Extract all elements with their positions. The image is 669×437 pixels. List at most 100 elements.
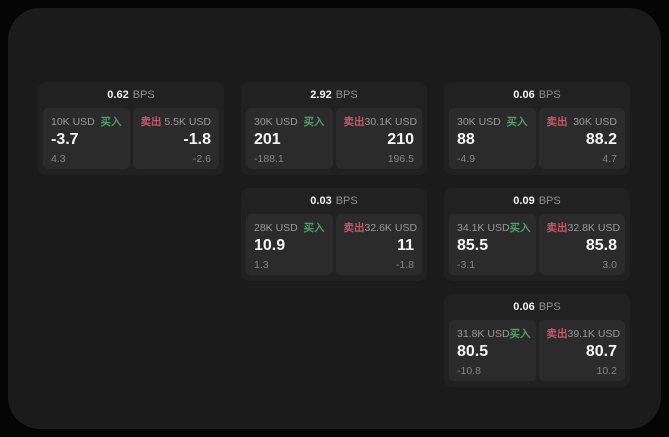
- sell-delta: -2.6: [192, 153, 211, 166]
- sell-price: 85.8: [585, 237, 617, 254]
- spread-unit-label: BPS: [335, 195, 358, 207]
- sell-side-label: 卖出: [343, 222, 365, 234]
- buy-price: -3.7: [51, 131, 79, 148]
- buy-size: 30K USD: [457, 116, 501, 128]
- sell-price: 210: [387, 131, 414, 148]
- spread-value: 0.62: [107, 89, 129, 101]
- buy-panel-top: 34.1K USD 买入: [457, 220, 531, 235]
- sell-delta: 196.5: [387, 153, 414, 166]
- spread-value: 0.06: [513, 89, 535, 101]
- sell-panel-top: 卖出 30K USD: [547, 114, 618, 129]
- buy-panel-top: 28K USD 买入: [254, 220, 325, 235]
- buy-delta: 1.3: [254, 259, 269, 272]
- buy-panel-top: 30K USD 买入: [254, 114, 325, 129]
- spread-header: 0.62 BPS: [38, 82, 224, 108]
- spread-header: 0.06 BPS: [444, 82, 630, 108]
- buy-delta: -3.1: [457, 259, 476, 272]
- buy-size: 28K USD: [254, 222, 298, 234]
- buy-delta: -188.1: [254, 153, 284, 166]
- sell-quote-panel[interactable]: 卖出 39.1K USD 80.7 10.2: [538, 320, 625, 381]
- quote-panels: 30K USD 买入 88 -4.9 卖出 30K USD 88.2 4.7: [444, 108, 630, 169]
- buy-price: 85.5: [457, 237, 489, 254]
- sell-panel-top: 卖出 32.8K USD: [546, 220, 621, 235]
- buy-side-label: 买入: [303, 116, 325, 128]
- spread-value: 0.09: [513, 195, 535, 207]
- buy-price: 88: [457, 131, 475, 148]
- buy-side-label: 买入: [100, 116, 122, 128]
- quote-panels: 34.1K USD 买入 85.5 -3.1 卖出 32.8K USD 85.8…: [444, 214, 630, 275]
- buy-side-label: 买入: [509, 328, 531, 340]
- buy-quote-panel[interactable]: 31.8K USD 买入 80.5 -10.8: [449, 320, 536, 381]
- sell-quote-panel[interactable]: 卖出 32.6K USD 11 -1.8: [335, 214, 422, 275]
- sell-side-label: 卖出: [546, 222, 568, 234]
- sell-quote-panel[interactable]: 卖出 30K USD 88.2 4.7: [538, 108, 625, 169]
- sell-size: 30.1K USD: [364, 116, 418, 128]
- sell-side-label: 卖出: [546, 116, 568, 128]
- sell-delta: 3.0: [602, 259, 617, 272]
- buy-size: 10K USD: [51, 116, 95, 128]
- spread-unit-label: BPS: [132, 89, 155, 101]
- quote-panels: 30K USD 买入 201 -188.1 卖出 30.1K USD 210 1…: [241, 108, 427, 169]
- spread-unit-label: BPS: [538, 89, 561, 101]
- buy-size: 31.8K USD: [457, 328, 510, 340]
- buy-price: 10.9: [254, 237, 286, 254]
- sell-panel-top: 卖出 5.5K USD: [141, 114, 212, 129]
- quote-card: 0.09 BPS 34.1K USD 买入 85.5 -3.1 卖出 32.8K…: [444, 188, 630, 281]
- buy-price: 80.5: [457, 343, 489, 360]
- sell-price: 11: [397, 237, 414, 254]
- spread-value: 0.03: [310, 195, 332, 207]
- spread-header: 2.92 BPS: [241, 82, 427, 108]
- quote-card: 0.03 BPS 28K USD 买入 10.9 1.3 卖出 32.6K US…: [241, 188, 427, 281]
- quote-card: 2.92 BPS 30K USD 买入 201 -188.1 卖出 30.1K …: [241, 82, 427, 175]
- buy-panel-top: 31.8K USD 买入: [457, 326, 531, 341]
- buy-size: 34.1K USD: [457, 222, 510, 234]
- spread-value: 0.06: [513, 301, 535, 313]
- buy-panel-top: 30K USD 买入: [457, 114, 528, 129]
- buy-side-label: 买入: [506, 116, 528, 128]
- sell-quote-panel[interactable]: 卖出 30.1K USD 210 196.5: [335, 108, 422, 169]
- sell-side-label: 卖出: [546, 328, 568, 340]
- sell-price: 88.2: [585, 131, 617, 148]
- sell-size: 39.1K USD: [567, 328, 621, 340]
- quote-card: 0.06 BPS 30K USD 买入 88 -4.9 卖出 30K USD 8…: [444, 82, 630, 175]
- sell-quote-panel[interactable]: 卖出 32.8K USD 85.8 3.0: [538, 214, 625, 275]
- buy-side-label: 买入: [303, 222, 325, 234]
- sell-panel-top: 卖出 30.1K USD: [343, 114, 418, 129]
- sell-delta: 10.2: [596, 365, 617, 378]
- spread-unit-label: BPS: [335, 89, 358, 101]
- buy-quote-panel[interactable]: 30K USD 买入 88 -4.9: [449, 108, 536, 169]
- quote-card: 0.06 BPS 31.8K USD 买入 80.5 -10.8 卖出 39.1…: [444, 294, 630, 387]
- spread-header: 0.06 BPS: [444, 294, 630, 320]
- sell-size: 5.5K USD: [164, 116, 211, 128]
- spread-header: 0.09 BPS: [444, 188, 630, 214]
- quote-card: 0.62 BPS 10K USD 买入 -3.7 4.3 卖出 5.5K USD…: [38, 82, 224, 175]
- spread-value: 2.92: [310, 89, 332, 101]
- buy-quote-panel[interactable]: 30K USD 买入 201 -188.1: [246, 108, 333, 169]
- buy-side-label: 买入: [509, 222, 531, 234]
- sell-panel-top: 卖出 39.1K USD: [546, 326, 621, 341]
- buy-size: 30K USD: [254, 116, 298, 128]
- sell-delta: 4.7: [602, 153, 617, 166]
- sell-price: -1.8: [183, 131, 211, 148]
- buy-delta: 4.3: [51, 153, 66, 166]
- quote-panels: 31.8K USD 买入 80.5 -10.8 卖出 39.1K USD 80.…: [444, 320, 630, 381]
- sell-price: 80.7: [585, 343, 617, 360]
- sell-side-label: 卖出: [343, 116, 365, 128]
- buy-panel-top: 10K USD 买入: [51, 114, 122, 129]
- buy-quote-panel[interactable]: 28K USD 买入 10.9 1.3: [246, 214, 333, 275]
- buy-quote-panel[interactable]: 10K USD 买入 -3.7 4.3: [43, 108, 130, 169]
- spread-unit-label: BPS: [538, 195, 561, 207]
- buy-price: 201: [254, 131, 281, 148]
- app-panel: 0.62 BPS 10K USD 买入 -3.7 4.3 卖出 5.5K USD…: [8, 8, 661, 429]
- quote-panels: 10K USD 买入 -3.7 4.3 卖出 5.5K USD -1.8 -2.…: [38, 108, 224, 169]
- buy-delta: -4.9: [457, 153, 476, 166]
- sell-size: 32.6K USD: [364, 222, 418, 234]
- sell-panel-top: 卖出 32.6K USD: [343, 220, 418, 235]
- spread-unit-label: BPS: [538, 301, 561, 313]
- buy-quote-panel[interactable]: 34.1K USD 买入 85.5 -3.1: [449, 214, 536, 275]
- buy-delta: -10.8: [457, 365, 481, 378]
- quote-panels: 28K USD 买入 10.9 1.3 卖出 32.6K USD 11 -1.8: [241, 214, 427, 275]
- sell-delta: -1.8: [395, 259, 414, 272]
- sell-quote-panel[interactable]: 卖出 5.5K USD -1.8 -2.6: [132, 108, 219, 169]
- sell-size: 32.8K USD: [567, 222, 621, 234]
